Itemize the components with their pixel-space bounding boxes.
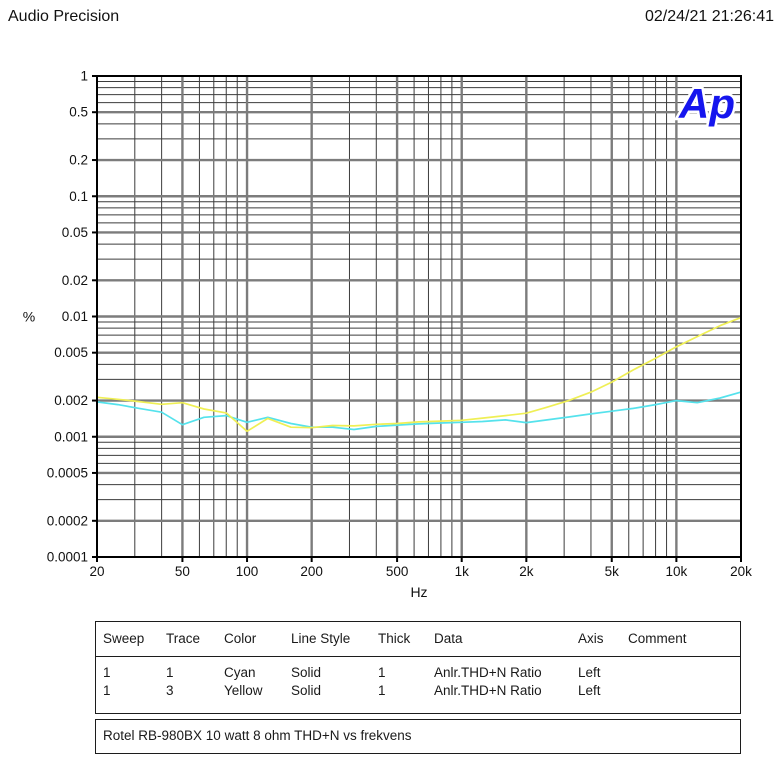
col-header-thick: Thick — [378, 631, 411, 646]
legend-row-trace-1: 1 1 Cyan Solid 1 Anlr.THD+N Ratio Left — [96, 665, 740, 683]
col-header-comment: Comment — [628, 631, 687, 646]
trace-cyan — [96, 391, 742, 431]
trace-yellow — [96, 316, 742, 433]
cell-axis: Left — [578, 683, 601, 698]
report-timestamp: 02/24/21 21:26:41 — [644, 8, 774, 25]
app-title: Audio Precision — [8, 8, 120, 25]
svg-text:200: 200 — [300, 564, 323, 579]
col-header-sweep: Sweep — [103, 631, 145, 646]
thdn-vs-frequency-chart: 20 50 100 200 500 1k 2k 5k 10k 20k 1 0.5 0.2 0.1 0.05 0… — [23, 69, 752, 601]
col-header-color: Color — [224, 631, 257, 646]
svg-text:500: 500 — [386, 564, 409, 579]
svg-text:0.0005: 0.0005 — [47, 465, 88, 480]
svg-text:5k: 5k — [605, 564, 620, 579]
svg-text:0.5: 0.5 — [69, 105, 88, 120]
svg-text:50: 50 — [175, 564, 190, 579]
svg-text:100: 100 — [236, 564, 259, 579]
legend-row-trace-3: 1 3 Yellow Solid 1 Anlr.THD+N Ratio Left — [96, 683, 740, 701]
cell-data: Anlr.THD+N Ratio — [434, 665, 542, 680]
cell-axis: Left — [578, 665, 601, 680]
svg-text:0.001: 0.001 — [54, 429, 88, 444]
cell-line-style: Solid — [291, 683, 322, 698]
svg-text:0.005: 0.005 — [54, 345, 88, 360]
col-header-axis: Axis — [578, 631, 604, 646]
svg-text:0.0002: 0.0002 — [47, 513, 88, 528]
cell-data: Anlr.THD+N Ratio — [434, 683, 542, 698]
x-axis-label: Hz — [410, 584, 427, 600]
cell-color: Yellow — [224, 683, 263, 698]
graph-comment-text: Rotel RB-980BX 10 watt 8 ohm THD+N vs fr… — [103, 728, 412, 743]
y-axis-label: % — [23, 309, 35, 325]
svg-text:0.002: 0.002 — [54, 393, 88, 408]
legend-header-row: Sweep Trace Color Line Style Thick Data … — [96, 622, 740, 657]
audio-precision-logo: Ap — [678, 80, 735, 127]
cell-sweep: 1 — [103, 665, 111, 680]
cell-trace: 3 — [166, 683, 174, 698]
svg-text:0.1: 0.1 — [69, 189, 88, 204]
col-header-line-style: Line Style — [291, 631, 351, 646]
cell-line-style: Solid — [291, 665, 322, 680]
svg-text:1k: 1k — [455, 564, 470, 579]
svg-text:10k: 10k — [665, 564, 687, 579]
cell-color: Cyan — [224, 665, 256, 680]
svg-text:0.2: 0.2 — [69, 153, 88, 168]
svg-text:0.0001: 0.0001 — [47, 550, 88, 565]
graph-comment-box: Rotel RB-980BX 10 watt 8 ohm THD+N vs fr… — [95, 719, 741, 754]
svg-text:0.05: 0.05 — [62, 225, 88, 240]
trace-legend-table: Sweep Trace Color Line Style Thick Data … — [95, 621, 741, 714]
col-header-data: Data — [434, 631, 463, 646]
svg-text:20: 20 — [89, 564, 104, 579]
cell-thick: 1 — [378, 683, 386, 698]
svg-text:20k: 20k — [730, 564, 752, 579]
cell-thick: 1 — [378, 665, 386, 680]
svg-text:2k: 2k — [519, 564, 534, 579]
col-header-trace: Trace — [166, 631, 201, 646]
svg-text:0.01: 0.01 — [62, 309, 88, 324]
svg-text:0.02: 0.02 — [62, 273, 88, 288]
svg-text:1: 1 — [80, 69, 88, 84]
cell-trace: 1 — [166, 665, 174, 680]
cell-sweep: 1 — [103, 683, 111, 698]
